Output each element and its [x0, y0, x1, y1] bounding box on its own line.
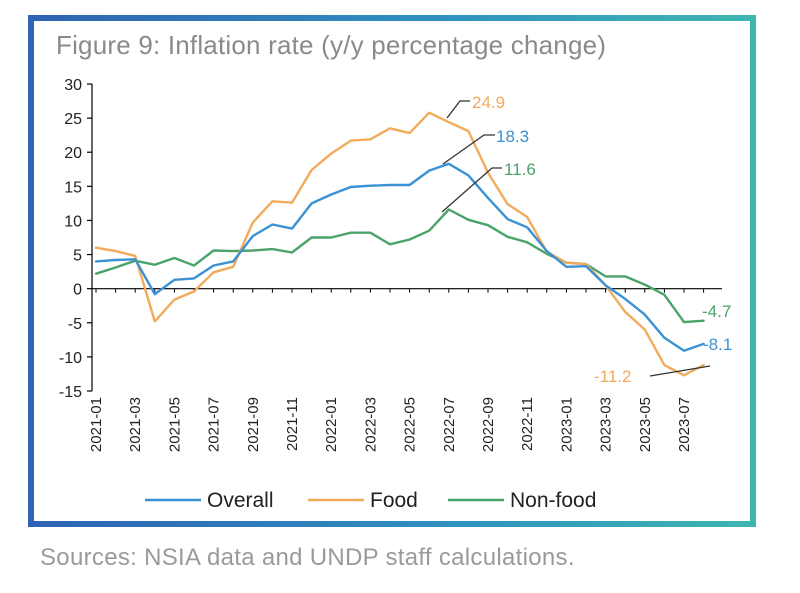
chart-title: Figure 9: Inflation rate (y/y percentage…	[56, 30, 607, 60]
annotation-label: -8.1	[703, 335, 732, 354]
series-line-non-food	[94, 208, 705, 324]
y-tick-label: 5	[73, 248, 82, 265]
source-note: Sources: NSIA data and UNDP staff calcul…	[40, 544, 575, 571]
annotation-label: 24.9	[472, 93, 505, 112]
x-tick-label: 2022-11	[519, 397, 536, 451]
annotation-leader-line	[446, 100, 470, 119]
legend-label: Non-food	[510, 489, 596, 512]
x-tick-label: 2023-05	[637, 397, 654, 452]
y-tick-label: 25	[64, 111, 82, 128]
y-tick-label: 15	[64, 179, 82, 196]
y-tick-label: 30	[64, 77, 82, 94]
annotation-leader-line	[649, 365, 711, 377]
annotation-leader-line	[441, 167, 502, 213]
y-tick-label: 10	[64, 213, 82, 230]
series-line-overall	[94, 162, 705, 352]
annotation-label: 18.3	[496, 127, 529, 146]
legend-label: Overall	[207, 489, 274, 512]
x-tick-label: 2022-01	[323, 397, 340, 452]
x-tick-label: 2023-01	[558, 397, 575, 452]
x-tick-label: 2023-07	[676, 397, 693, 452]
x-tick-label: 2022-03	[362, 397, 379, 452]
x-tick-label: 2022-09	[480, 397, 497, 452]
x-tick-label: 2022-05	[402, 397, 419, 452]
legend-label: Food	[370, 489, 418, 512]
x-tick-label: 2021-11	[284, 397, 301, 451]
x-tick-label: 2021-05	[166, 397, 183, 452]
x-tick-label: 2021-07	[206, 397, 223, 452]
y-tick-label: -10	[59, 350, 82, 367]
x-tick-label: 2022-07	[441, 397, 458, 452]
annotation-label: -4.7	[702, 302, 731, 321]
x-tick-label: 2021-09	[245, 397, 262, 452]
series-line-food	[94, 111, 705, 377]
y-tick-label: -15	[59, 384, 82, 401]
y-tick-label: -5	[68, 316, 82, 333]
annotation-leader-line	[442, 134, 495, 165]
x-tick-label: 2023-03	[598, 397, 615, 452]
annotation-label: -11.2	[594, 367, 632, 386]
annotation-label: 11.6	[504, 160, 536, 179]
x-tick-label: 2021-01	[88, 397, 105, 452]
x-tick-label: 2021-03	[127, 397, 144, 452]
figure-frame	[28, 15, 756, 527]
y-tick-label: 0	[73, 282, 82, 299]
y-tick-label: 20	[64, 145, 82, 162]
